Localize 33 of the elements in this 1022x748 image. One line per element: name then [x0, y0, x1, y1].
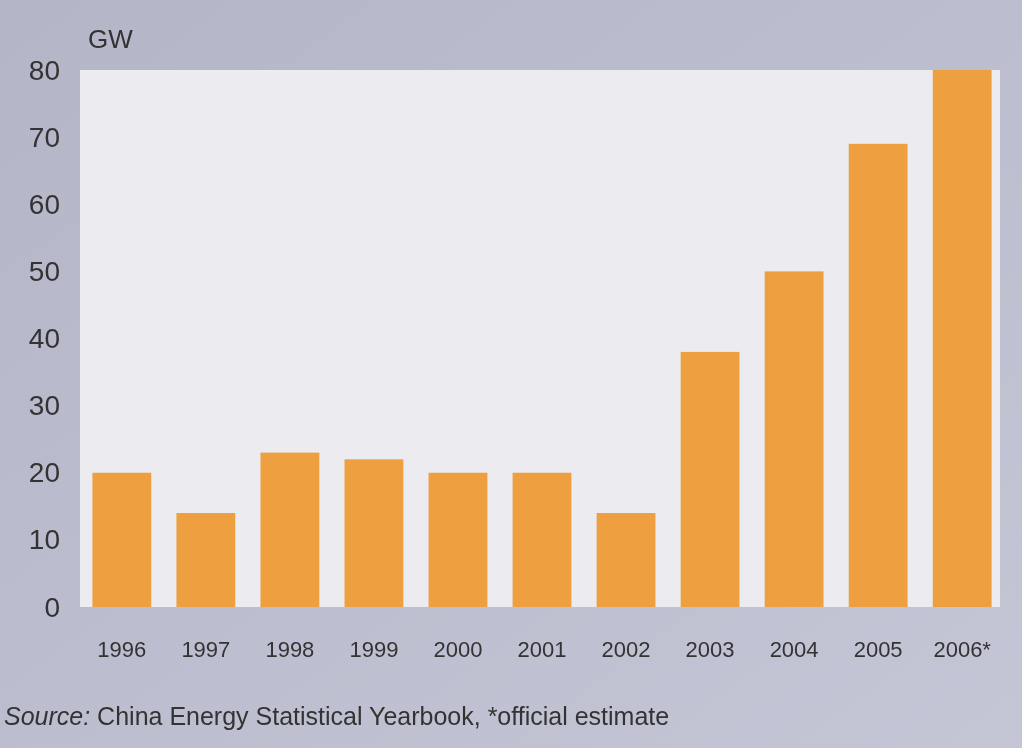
- bar: [260, 452, 320, 607]
- y-tick-label: 60: [28, 188, 60, 220]
- x-tick-label: 2003: [685, 637, 735, 662]
- y-axis-title: GW: [88, 24, 134, 54]
- x-tick-label: 2000: [433, 637, 483, 662]
- source-note: Source: China Energy Statistical Yearbook, *official estimate: [4, 702, 670, 730]
- bar: [92, 472, 152, 607]
- bar: [512, 472, 572, 607]
- bar: [596, 513, 656, 607]
- x-tick-label: 2006*: [933, 637, 992, 662]
- x-tick-label: 2002: [601, 637, 651, 662]
- x-tick-label: 1997: [181, 637, 231, 662]
- x-tick-label: 1999: [349, 637, 399, 662]
- bar: [848, 143, 908, 607]
- bar: [176, 513, 236, 607]
- x-tick-label: 1998: [265, 637, 315, 662]
- bar: [932, 70, 992, 607]
- y-tick-label: 10: [28, 524, 60, 556]
- x-tick-label: 2001: [517, 637, 567, 662]
- y-tick-label: 20: [28, 457, 60, 489]
- y-tick-label: 80: [28, 54, 60, 86]
- x-tick-label: 2005: [853, 637, 903, 662]
- y-tick-label: 70: [28, 121, 60, 153]
- y-tick-label: 40: [28, 323, 60, 354]
- bar: [680, 351, 740, 607]
- y-tick-label: 50: [28, 255, 60, 287]
- bar: [344, 459, 404, 607]
- y-tick-label: 0: [44, 591, 60, 623]
- x-tick-label: 1996: [97, 637, 147, 662]
- y-tick-label: 30: [28, 390, 60, 422]
- bar: [428, 472, 488, 607]
- bar: [764, 271, 824, 607]
- x-tick-label: 2004: [769, 637, 819, 662]
